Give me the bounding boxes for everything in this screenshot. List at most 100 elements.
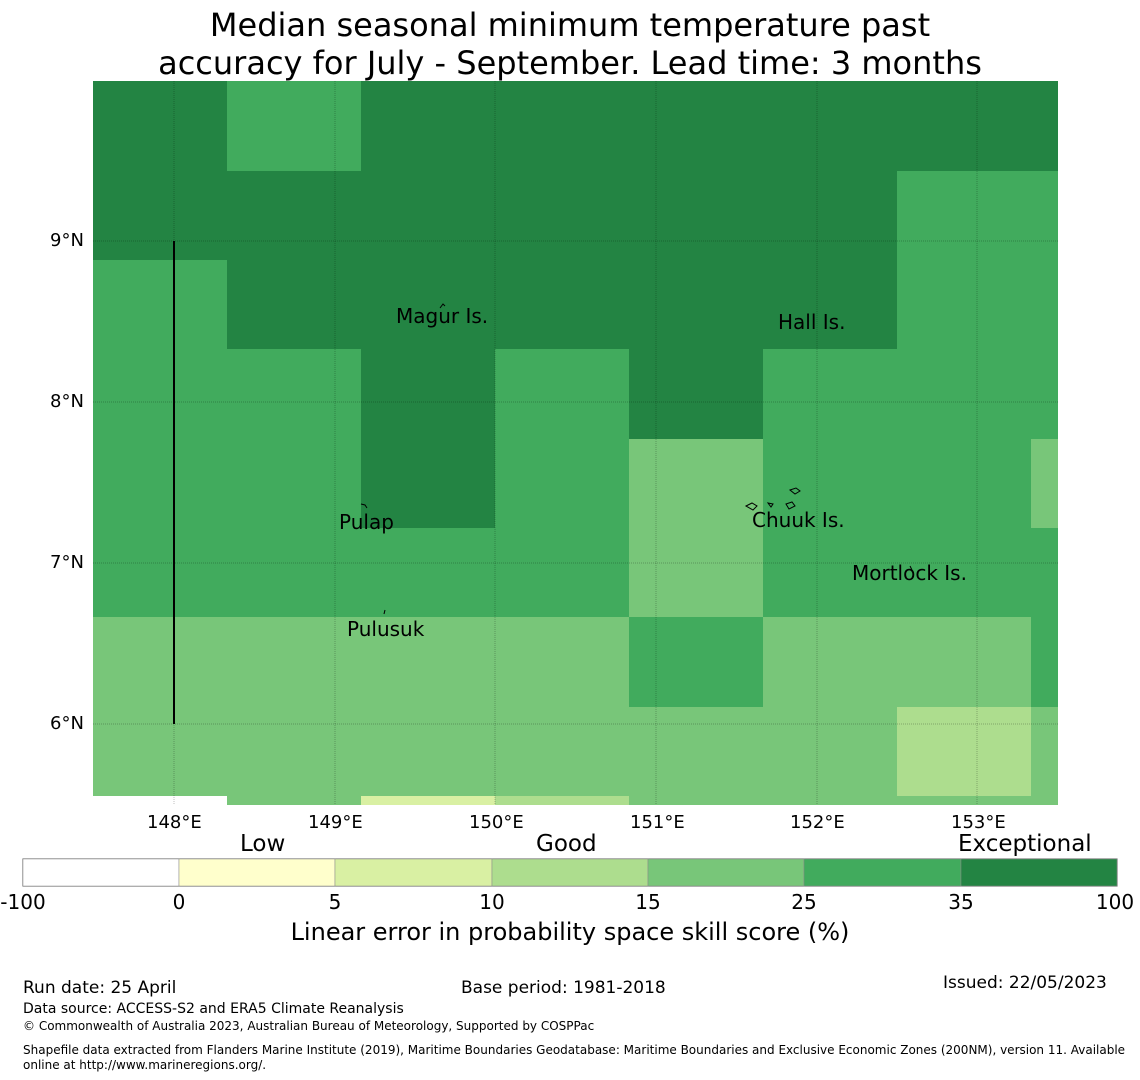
cb-tick-minus100: -100 [0, 890, 46, 914]
place-label: Chuuk Is. [752, 508, 845, 532]
x-tick-152: 152°E [790, 812, 845, 833]
island-outline [788, 487, 801, 495]
grid-cell [763, 796, 897, 805]
grid-cell [227, 707, 361, 796]
island-outline [744, 502, 758, 511]
grid-cell [361, 81, 495, 171]
grid-cell [227, 260, 361, 349]
y-tick-6n: 6°N [50, 713, 84, 734]
grid-cell [629, 260, 763, 349]
island-outline [439, 303, 446, 309]
grid-cell [763, 528, 897, 617]
run-date: Run date: 25 April [23, 978, 177, 998]
grid-cell [763, 260, 897, 349]
grid-cell [495, 617, 629, 707]
grid-cell [897, 617, 1031, 707]
grid-cell [227, 349, 361, 439]
category-good: Good [536, 831, 597, 857]
grid-cell [227, 796, 361, 805]
y-tick-8n: 8°N [50, 391, 84, 412]
grid-cell [897, 439, 1031, 528]
grid-cell [763, 617, 897, 707]
category-exceptional: Exceptional [958, 831, 1092, 857]
cb-tick-35: 35 [948, 890, 974, 914]
grid-cell [1031, 707, 1058, 796]
grid-cell [629, 439, 763, 528]
grid-cell [93, 617, 227, 707]
grid-cell [1031, 81, 1058, 171]
colorbar-swatch [178, 858, 336, 887]
grid-cell [897, 796, 1031, 805]
grid-cell [93, 260, 227, 349]
grid-cell [93, 349, 227, 439]
grid-cell [93, 439, 227, 528]
grid-cell [361, 528, 495, 617]
colorbar-swatch [334, 858, 493, 887]
grid-cell [1031, 349, 1058, 439]
grid-cell [93, 81, 227, 171]
grid-cell [227, 171, 361, 260]
grid-cell [495, 171, 629, 260]
island-outline [766, 502, 774, 508]
grid-cell [1031, 171, 1058, 260]
grid-cell [763, 439, 897, 528]
category-low: Low [240, 831, 286, 857]
x-tick-148: 148°E [147, 812, 202, 833]
colorbar-swatch [22, 858, 180, 887]
colorbar-label: Linear error in probability space skill … [290, 918, 850, 946]
issued-date: Issued: 22/05/2023 [943, 973, 1107, 993]
y-tick-7n: 7°N [50, 552, 84, 573]
grid-cell [495, 260, 629, 349]
grid-cell [629, 81, 763, 171]
place-label: Pulusuk [347, 617, 425, 641]
grid-cell [763, 171, 897, 260]
grid-cell [361, 349, 495, 439]
cb-tick-5: 5 [328, 890, 342, 914]
grid-cell [93, 707, 227, 796]
colorbar [22, 858, 1118, 887]
cb-tick-0: 0 [172, 890, 186, 914]
grid-cell [361, 707, 495, 796]
grid-cell [361, 171, 495, 260]
copyright: © Commonwealth of Australia 2023, Austra… [23, 1019, 595, 1033]
x-tick-150: 150°E [469, 812, 524, 833]
data-source: Data source: ACCESS-S2 and ERA5 Climate … [23, 1001, 404, 1017]
grid-cell [1031, 260, 1058, 349]
island-outline [909, 565, 913, 571]
grid-cell [227, 528, 361, 617]
colorbar-swatch [960, 858, 1118, 887]
title-line-1: Median seasonal minimum temperature past [209, 6, 931, 44]
grid-cell [361, 260, 495, 349]
grid-cell [93, 528, 227, 617]
grid-cell [763, 707, 897, 796]
grid-cell [763, 81, 897, 171]
grid-cell [495, 349, 629, 439]
x-tick-151: 151°E [630, 812, 685, 833]
cb-tick-25: 25 [791, 890, 817, 914]
grid-cell [897, 171, 1031, 260]
place-label: Magur Is. [396, 304, 488, 328]
grid-cell [897, 707, 1031, 796]
grid-cell [1031, 617, 1058, 707]
y-tick-9n: 9°N [50, 230, 84, 251]
grid-cell [227, 439, 361, 528]
island-outline [785, 501, 796, 510]
grid-cell [629, 349, 763, 439]
grid-cell [629, 617, 763, 707]
grid-cell [361, 617, 495, 707]
grid-cell [495, 528, 629, 617]
grid-cell [495, 439, 629, 528]
grid-cell [93, 796, 227, 805]
grid-cell [361, 439, 495, 528]
grid-cell [1031, 439, 1058, 528]
grid-cell [763, 349, 897, 439]
place-label: Pulap [339, 510, 394, 534]
island-outline [360, 503, 368, 509]
colorbar-swatch [491, 858, 649, 887]
grid-cell [93, 171, 227, 260]
x-tick-153: 153°E [951, 812, 1006, 833]
grid-cell [1031, 528, 1058, 617]
place-labels: Magur Is. Hall Is. Pulap Chuuk Is. Mortlock … [339, 304, 967, 641]
grid-cell [629, 171, 763, 260]
place-label: Mortlock Is. [852, 561, 967, 585]
